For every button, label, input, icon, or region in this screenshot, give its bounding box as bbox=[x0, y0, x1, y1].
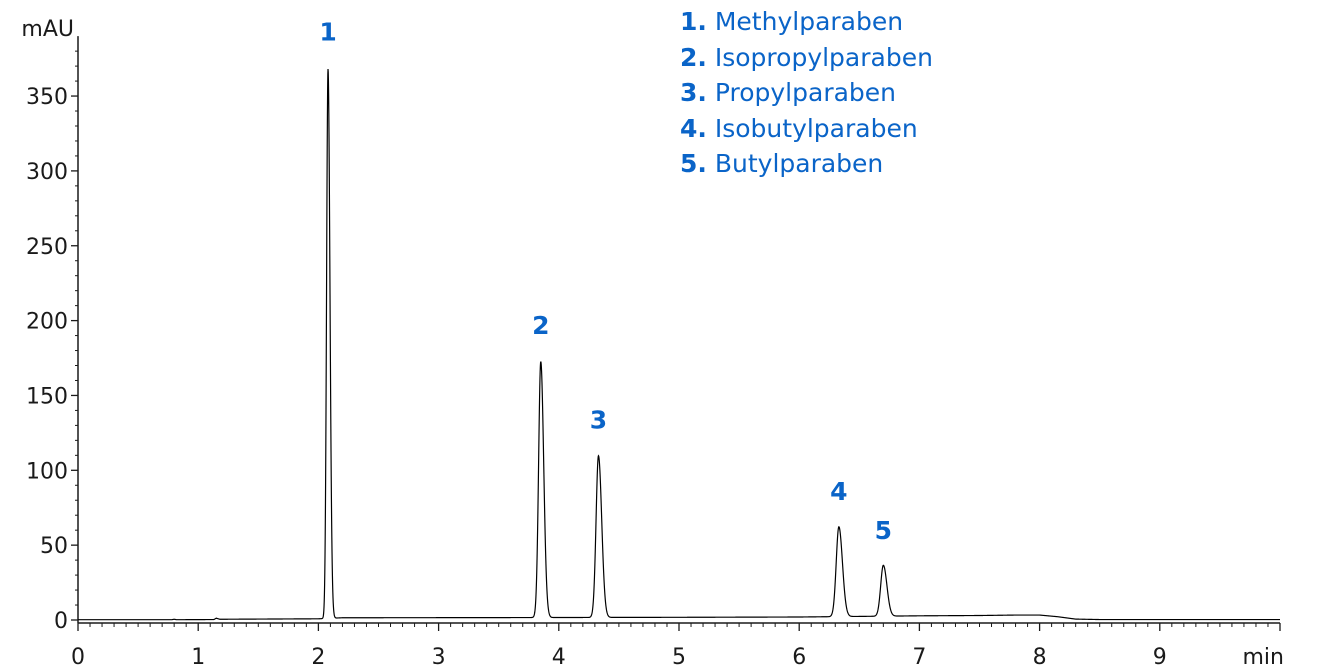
y-tick-label: 350 bbox=[26, 85, 68, 110]
x-tick-label: 1 bbox=[191, 645, 205, 670]
x-tick-label: 0 bbox=[71, 645, 85, 670]
y-tick-label: 100 bbox=[26, 459, 68, 484]
legend-item-4: 4. Isobutylparaben bbox=[680, 111, 933, 147]
legend-item-2: 2. Isopropylparaben bbox=[680, 40, 933, 76]
y-tick-label: 300 bbox=[26, 160, 68, 185]
peak-label-2: 2 bbox=[532, 311, 549, 340]
legend-item-dot: . bbox=[697, 42, 707, 72]
y-tick-label: 50 bbox=[40, 534, 68, 559]
y-axis-ticks: 0 50 100 150 200 250 300 350 bbox=[26, 50, 78, 634]
legend-item-number: 2 bbox=[680, 42, 698, 72]
legend-item-1: 1. Methylparaben bbox=[680, 4, 933, 40]
x-axis-unit-label: min bbox=[1243, 645, 1285, 670]
x-axis-ticks: 0 1 2 3 4 5 6 7 8 9 bbox=[71, 622, 1281, 670]
chromatogram-trace bbox=[78, 68, 1280, 621]
x-tick-label: 4 bbox=[552, 645, 566, 670]
y-axis-unit-label: mAU bbox=[21, 17, 74, 42]
y-tick-label: 150 bbox=[26, 384, 68, 409]
y-tick-label: 250 bbox=[26, 235, 68, 260]
legend-item-name: Isobutylparaben bbox=[714, 113, 918, 143]
x-tick-label: 7 bbox=[912, 645, 926, 670]
x-tick-label: 2 bbox=[311, 645, 325, 670]
compound-legend: 1. Methylparaben 2. Isopropylparaben 3. … bbox=[680, 4, 933, 182]
x-tick-label: 5 bbox=[672, 645, 686, 670]
legend-item-number: 4 bbox=[680, 113, 698, 143]
legend-item-name: Propylparaben bbox=[714, 78, 897, 107]
legend-item-name: Isopropylparaben bbox=[714, 42, 933, 72]
legend-item-name: Butylparaben bbox=[714, 149, 884, 178]
legend-item-dot: . bbox=[697, 149, 707, 178]
x-tick-label: 6 bbox=[792, 645, 806, 670]
peak-label-4: 4 bbox=[830, 477, 847, 506]
legend-item-dot: . bbox=[697, 78, 707, 107]
peak-label-5: 5 bbox=[875, 516, 892, 545]
legend-item-number: 1 bbox=[680, 7, 698, 36]
x-tick-label: 3 bbox=[432, 645, 446, 670]
legend-item-number: 5 bbox=[680, 149, 698, 178]
legend-item-number: 3 bbox=[680, 78, 698, 107]
legend-item-5: 5. Butylparaben bbox=[680, 146, 933, 182]
y-tick-label: 200 bbox=[26, 310, 68, 335]
legend-item-3: 3. Propylparaben bbox=[680, 75, 933, 111]
legend-item-name: Methylparaben bbox=[714, 7, 904, 36]
legend-item-dot: . bbox=[697, 113, 707, 143]
x-tick-label: 9 bbox=[1153, 645, 1167, 670]
axes bbox=[77, 36, 1280, 624]
peak-label-3: 3 bbox=[590, 405, 607, 434]
peak-label-1: 1 bbox=[319, 18, 336, 47]
x-tick-label: 8 bbox=[1033, 645, 1047, 670]
legend-item-dot: . bbox=[697, 7, 707, 36]
y-tick-label: 0 bbox=[54, 609, 68, 634]
